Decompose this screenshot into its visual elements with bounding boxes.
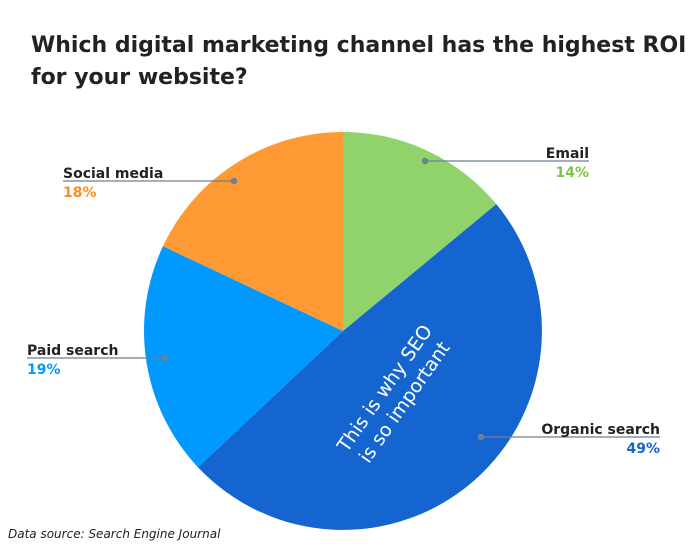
pie-slice-organic-search [197, 204, 542, 530]
slice-value-label: 19% [27, 362, 61, 378]
pie-slice-paid-search [144, 246, 343, 468]
pie-slice-social-media [162, 132, 343, 331]
pie-slice-email [343, 132, 497, 331]
leader-lines [27, 157, 660, 441]
leader-dot [161, 354, 169, 362]
leader-dot [230, 177, 238, 185]
slice-name-label: Organic search [541, 422, 660, 438]
leader-dot [421, 157, 429, 165]
pie-slices [144, 132, 542, 530]
slice-name-label: Paid search [27, 343, 118, 359]
slice-labels: Email 14% Organic search 49% Paid search 19% S… [27, 146, 660, 457]
data-source-note: Data source: Search Engine Journal [8, 527, 221, 541]
slice-name-label: Social media [63, 166, 163, 182]
slice-value-label: 18% [63, 185, 97, 201]
slice-value-label: 49% [626, 441, 660, 457]
slice-name-label: Email [546, 146, 589, 162]
leader-dot [477, 433, 485, 441]
slice-value-label: 14% [555, 165, 589, 181]
chart-title: Which digital marketing channel has the … [31, 33, 687, 90]
